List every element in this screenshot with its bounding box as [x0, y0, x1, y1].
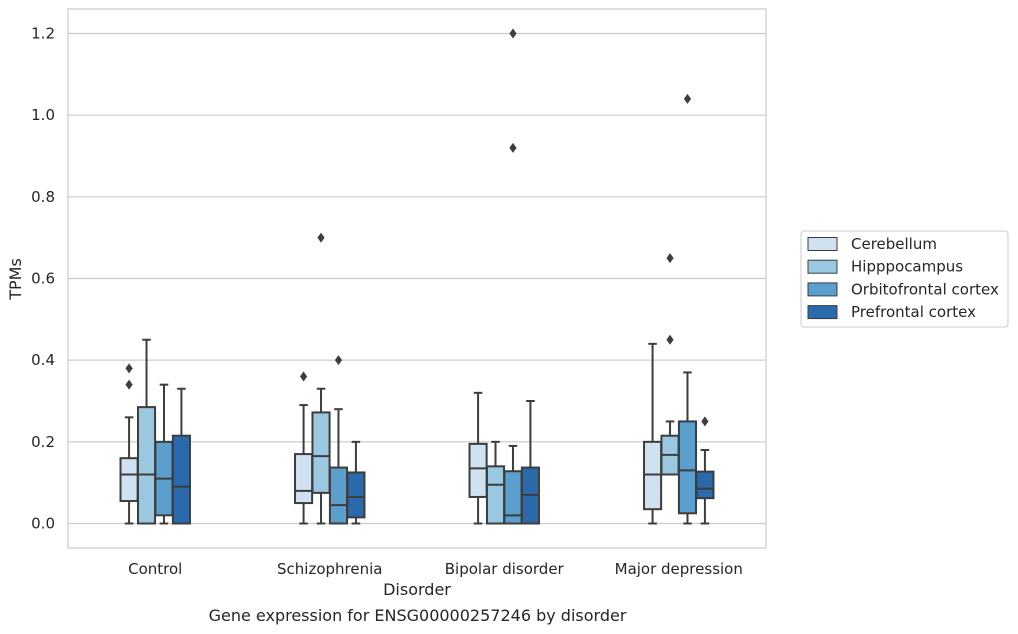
outlier-point	[701, 416, 709, 427]
box-body	[311, 411, 331, 494]
box-hipppocampus	[660, 253, 680, 476]
box-cerebellum	[294, 371, 314, 525]
box-body	[677, 420, 698, 515]
legend-label: Hipppocampus	[851, 258, 963, 276]
y-tick-label: 0.4	[31, 351, 55, 369]
box-body	[346, 471, 366, 519]
box-prefrontal-cortex	[171, 387, 191, 525]
box-body	[695, 470, 715, 500]
y-axis-label: TPMs	[6, 258, 25, 301]
box-hipppocampus	[311, 232, 331, 525]
y-tick-label: 0.6	[31, 270, 55, 288]
box-series	[119, 28, 715, 525]
legend-swatch	[807, 305, 838, 320]
y-axis-ticks: 0.0 0.2 0.4 0.6 0.8 1.0 1.2	[31, 25, 55, 533]
x-axis-ticks: Control Schizophrenia Bipolar disorder Majo…	[128, 560, 743, 578]
outlier-point	[125, 379, 133, 390]
box-hipppocampus	[136, 338, 157, 525]
x-tick-label: Bipolar disorder	[445, 560, 565, 578]
outlier-point	[509, 142, 517, 153]
x-tick-label: Control	[128, 560, 182, 578]
legend-frame	[800, 230, 1009, 328]
box-body	[136, 406, 157, 525]
figure-caption: Gene expression for ENSG00000257246 by d…	[208, 606, 627, 625]
plot-area-frame	[67, 8, 767, 549]
box-body	[643, 440, 663, 511]
outlier-point	[334, 355, 343, 366]
outlier-point	[125, 363, 133, 374]
box-cerebellum	[119, 363, 139, 525]
legend-swatch	[807, 282, 838, 297]
box-prefrontal-cortex	[520, 400, 540, 525]
outlier-point	[299, 371, 308, 382]
outlier-point	[666, 334, 674, 345]
y-tick-label: 1.2	[31, 25, 55, 43]
x-axis-label: Disorder	[383, 580, 451, 599]
box-cerebellum	[643, 342, 663, 525]
y-tick-label: 1.0	[31, 106, 55, 124]
outlier-point	[317, 232, 325, 243]
legend-label: Cerebellum	[851, 235, 937, 253]
outlier-point	[509, 28, 517, 39]
box-body	[328, 466, 349, 525]
outlier-point	[666, 253, 674, 264]
legend-swatch	[807, 237, 838, 251]
y-tick-label: 0.2	[31, 433, 55, 451]
box-orbitofrontal-cortex	[503, 28, 523, 525]
box-body	[119, 457, 139, 503]
x-tick-label: Schizophrenia	[277, 560, 382, 578]
box-prefrontal-cortex	[695, 416, 715, 525]
box-body	[468, 442, 488, 498]
box-orbitofrontal-cortex	[677, 93, 698, 525]
legend-label: Prefrontal cortex	[851, 303, 976, 321]
y-tick-label: 0.0	[31, 515, 55, 533]
box-body	[294, 453, 314, 505]
box-hipppocampus	[485, 440, 506, 525]
box-orbitofrontal-cortex	[154, 383, 174, 525]
legend-swatch	[807, 259, 838, 274]
box-prefrontal-cortex	[346, 440, 366, 525]
legend-label: Orbitofrontal cortex	[851, 280, 999, 298]
box-body	[171, 434, 191, 525]
box-body	[485, 465, 506, 525]
legend: Cerebellum Hipppocampus Orbitofrontal cort…	[800, 230, 1009, 328]
y-tick-label: 0.8	[31, 188, 55, 206]
box-orbitofrontal-cortex	[328, 355, 349, 525]
outlier-point	[683, 93, 692, 104]
x-tick-label: Major depression	[615, 560, 743, 578]
box-cerebellum	[468, 391, 488, 525]
